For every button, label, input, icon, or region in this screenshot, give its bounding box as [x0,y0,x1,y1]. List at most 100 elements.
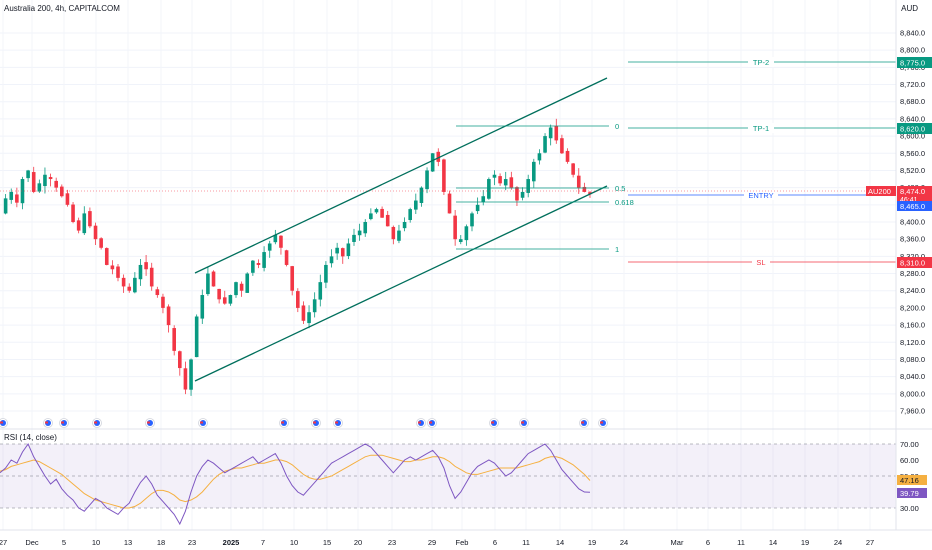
candle-body [290,266,294,291]
time-tick-label: 11 [522,538,530,547]
candle-body [133,277,137,293]
candle-body [149,267,154,287]
candle-body [503,179,508,186]
candle-body [31,172,36,192]
candle-body [20,179,25,204]
event-flag-icon [43,418,53,428]
candle-body [548,127,553,139]
candle-body [588,192,592,195]
candle-body [554,125,559,141]
current-price-tag-text: 8,474.0 [900,187,925,196]
event-flag-icon [145,418,155,428]
rsi-line [0,442,591,526]
candle-body [363,222,368,234]
time-tick-label: 18 [157,538,165,547]
fib-label-0: 0 [615,122,619,131]
candle-body [340,248,345,257]
candle-body [26,170,30,179]
event-flag-icon [92,418,102,428]
candle-body [397,230,401,241]
event-flag-stripe [429,421,432,424]
candle-body [408,209,412,221]
price-tick-label: 8,600.0 [900,132,925,141]
candle-body [582,186,587,192]
candle-body [3,198,8,214]
candle-body [234,282,238,296]
candle-body [442,159,446,192]
candle-body [430,153,435,172]
candle-body [93,225,98,240]
time-tick-label: Mar [671,538,684,547]
rsi-axis[interactable]: 70.00 60.00 50.00 30.00 47.16 39.79 [897,440,927,513]
event-flag-stripe [491,421,494,424]
price-tick-label: 8,160.0 [900,321,925,330]
price-tick-label: 7,960.0 [900,407,925,416]
time-tick-label: 14 [556,538,564,547]
time-tick-label: 19 [801,538,809,547]
channel-upper-line[interactable] [194,77,608,274]
time-axis[interactable]: 27 Dec 5 10 13 18 23 2025 7 10 15 20 23 29 Feb 6 11 14 19 2… [0,529,932,547]
channel-lower-line[interactable] [194,185,608,382]
candle-body [543,136,547,153]
sl-label: SL [756,258,765,267]
time-tick-label: 7 [261,538,265,547]
candle-body [515,187,519,201]
sl-label-bg [752,257,770,267]
grid-lines [0,0,896,530]
candle-body [312,299,317,313]
candle-body [470,213,474,227]
candle-body [414,200,418,210]
symbol-tag-text: AU200 [868,187,891,196]
candle-body [71,204,75,222]
economic-events-row [0,418,608,428]
level-price-tag [897,201,932,211]
candle-body [498,176,502,184]
candle-body [206,273,210,295]
candle-body [492,174,497,178]
event-flag-icon [489,418,499,428]
event-flag-stripe [200,421,203,424]
event-flag-stripe [61,421,64,424]
candle-body [127,286,132,291]
time-tick-label: 27 [0,538,7,547]
rsi-pane[interactable] [0,428,932,526]
candle-body [301,305,306,321]
candle-body [307,312,311,324]
chart-overlays: 0 0.5 0.618 1 TP-2 TP-1 ENTRY SL [0,57,896,382]
candle-body [329,256,334,264]
event-flag-stripe [335,421,338,424]
candle-body [104,248,109,265]
candle-body [37,183,42,192]
candle-body [262,252,266,268]
tp1-price-tag [897,123,932,134]
candle-body [161,296,165,308]
candle-body [537,153,542,161]
rsi-ma-line [0,454,591,509]
price-tick-label: 8,240.0 [900,286,925,295]
price-tick-label: 8,120.0 [900,338,925,347]
event-flag-stripe [313,421,316,424]
candle-body [60,186,64,197]
candle-body [296,291,300,308]
time-tick-label: 14 [769,538,777,547]
chart-title: Australia 200, 4h, CAPITALCOM [4,4,120,13]
candle-body [475,204,480,212]
tp2-label: TP-2 [753,58,769,67]
event-flag-stripe [581,421,584,424]
candle-body [560,138,564,154]
candle-body [267,243,272,251]
event-flag-icon [519,418,529,428]
price-tick-label: 8,560.0 [900,149,925,158]
candle-body [99,238,103,248]
tp1-price-tag-text: 8,620.0 [900,125,925,134]
rsi-title: RSI (14, close) [4,433,57,442]
candle-body [419,187,424,204]
candle-body [391,226,396,240]
event-flag-stripe [418,421,421,424]
candle-body [65,193,70,205]
candle-body [43,174,47,187]
price-tick-label: 8,040.0 [900,372,925,381]
candle-body [189,359,193,390]
time-tick-label: 2025 [223,538,240,547]
